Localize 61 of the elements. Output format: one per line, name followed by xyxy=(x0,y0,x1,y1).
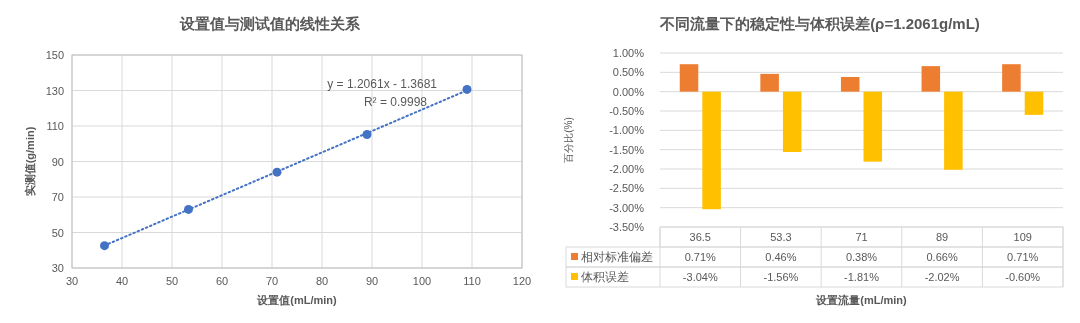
y-tick-label: 1.00% xyxy=(612,47,645,59)
y-tick-label: -1.00% xyxy=(609,124,645,137)
y-tick-label: -0.50% xyxy=(609,105,645,117)
x-tick-label: 110 xyxy=(463,275,481,287)
y-tick-label: -2.50% xyxy=(609,182,645,195)
bar xyxy=(1024,91,1044,115)
data-label: -0.60% xyxy=(1005,271,1041,283)
legend-label: 体积误差 xyxy=(581,270,629,284)
data-label: 0.66% xyxy=(926,251,958,263)
chart-title: 设置值与测试值的线性关系 xyxy=(179,15,361,32)
x-tick-label: 71 xyxy=(855,231,868,243)
x-tick-label: 60 xyxy=(215,275,229,287)
y-tick-label: 110 xyxy=(46,120,64,132)
chart-title: 不同流量下的稳定性与体积误差(ρ=1.2061g/mL) xyxy=(659,15,980,32)
bar xyxy=(1002,64,1021,92)
data-label: 0.71% xyxy=(1007,251,1039,263)
bar xyxy=(760,73,779,92)
bar xyxy=(921,66,941,92)
data-label: -1.81% xyxy=(844,271,880,283)
bar xyxy=(679,64,699,92)
data-label: 0.71% xyxy=(684,251,717,263)
x-tick-label: 50 xyxy=(165,275,179,287)
data-label: 0.38% xyxy=(845,251,878,263)
y-tick-label: 130 xyxy=(45,84,64,97)
data-label: -1.56% xyxy=(763,271,799,283)
bar xyxy=(863,91,883,162)
x-tick-label: 53.3 xyxy=(770,231,792,243)
x-tick-label: 120 xyxy=(512,275,532,287)
bar xyxy=(782,91,802,152)
bar xyxy=(702,91,721,210)
y-axis-title: 实测值(g/min) xyxy=(24,126,36,197)
y-tick-label: 70 xyxy=(51,191,64,203)
x-tick-label: 90 xyxy=(365,275,379,287)
annotation: y = 1.2061x - 1.3681 xyxy=(327,77,438,92)
bar xyxy=(840,76,860,92)
x-axis-title: 设置值(mL/min) xyxy=(256,294,338,306)
y-tick-label: 150 xyxy=(45,49,64,61)
x-tick-label: 70 xyxy=(265,275,279,287)
y-tick-label: 30 xyxy=(51,262,64,274)
x-tick-label: 100 xyxy=(412,275,432,287)
annotation: R² = 0.9998 xyxy=(363,95,428,110)
y-tick-label: 0.50% xyxy=(612,66,645,79)
y-tick-label: -2.00% xyxy=(609,163,645,175)
y-tick-label: -3.00% xyxy=(609,201,645,214)
x-tick-label: 40 xyxy=(115,275,129,287)
y-tick-label: -1.50% xyxy=(609,143,645,156)
data-label: -3.04% xyxy=(682,271,718,283)
bar xyxy=(944,91,963,170)
y-tick-label: 90 xyxy=(51,155,64,168)
data-label: 0.46% xyxy=(765,251,797,263)
x-tick-label: 30 xyxy=(65,275,79,287)
legend-label: 相对标准偏差 xyxy=(581,250,653,264)
y-axis-title: 百分比(%) xyxy=(563,117,574,163)
data-label: -2.02% xyxy=(924,271,960,283)
x-axis-title: 设置流量(mL/min) xyxy=(815,294,908,306)
x-tick-label: 109 xyxy=(1013,231,1032,243)
y-tick-label: -3.50% xyxy=(609,221,645,233)
x-tick-label: 80 xyxy=(315,275,329,287)
x-tick-label: 36.5 xyxy=(689,231,712,243)
y-tick-label: 0.00% xyxy=(612,85,645,98)
x-tick-label: 89 xyxy=(935,231,949,243)
